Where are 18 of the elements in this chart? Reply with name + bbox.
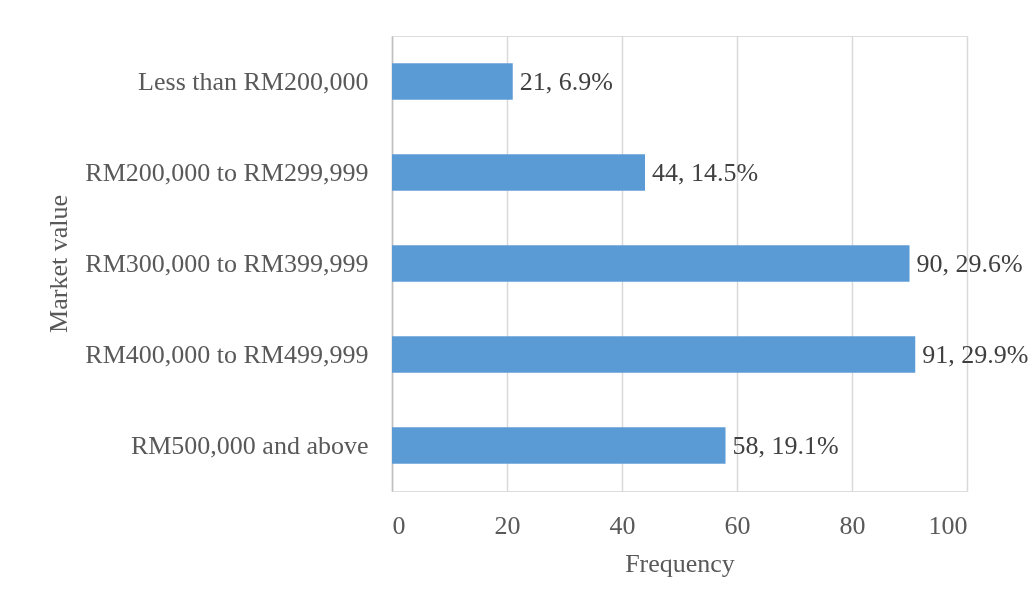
x-tick-label: 60	[724, 510, 751, 540]
x-tick-label: 0	[392, 510, 406, 540]
y-tick-label: Less than RM200,000	[138, 66, 369, 96]
y-tick-label: RM200,000 to RM299,999	[85, 157, 369, 187]
data-label: 58, 19.1%	[732, 430, 839, 460]
x-tick-label: 20	[494, 510, 521, 540]
y-axis-title: Market value	[43, 195, 73, 333]
data-label: 90, 29.6%	[916, 248, 1023, 278]
data-label: 21, 6.9%	[519, 66, 613, 96]
data-label: 91, 29.9%	[922, 339, 1029, 369]
x-tick-label: 40	[609, 510, 636, 540]
data-label: 44, 14.5%	[652, 157, 759, 187]
y-tick-label: RM300,000 to RM399,999	[85, 248, 369, 278]
x-axis-title: Frequency	[625, 548, 735, 578]
y-tick-label: RM500,000 and above	[130, 430, 369, 460]
x-tick-label: 100	[928, 510, 968, 540]
y-tick-label: RM400,000 to RM499,999	[85, 339, 369, 369]
x-tick-label: 80	[839, 510, 866, 540]
